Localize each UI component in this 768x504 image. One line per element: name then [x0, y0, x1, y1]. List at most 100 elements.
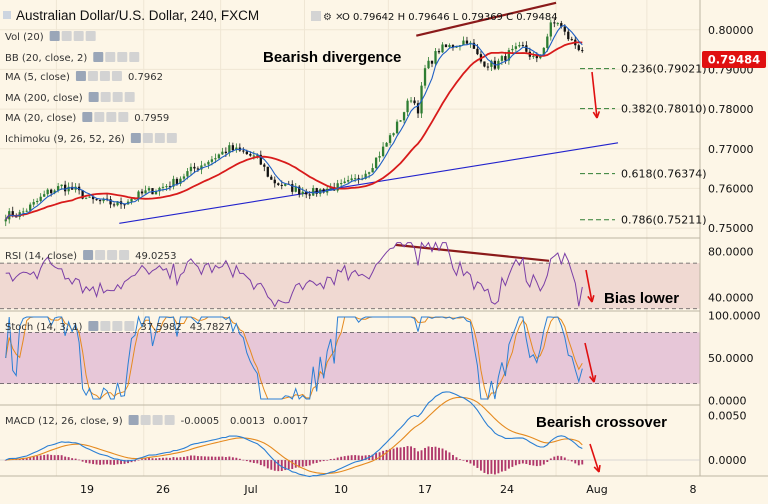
legend-controls-icon[interactable] — [93, 52, 140, 62]
rsi-line — [5, 241, 583, 308]
macd-hist-bar — [539, 460, 542, 466]
legend-controls-icon[interactable] — [88, 92, 135, 102]
legend-row-ma5[interactable]: MA (5, close) 0.7962 — [5, 71, 163, 83]
candle — [378, 151, 381, 162]
macd-hist-bar — [92, 460, 95, 465]
stoch-tick-label: 100.0000 — [708, 309, 761, 322]
macd-hist-bar — [574, 460, 577, 464]
candle-body — [102, 198, 105, 202]
candle-body — [57, 186, 60, 191]
legend-controls-icon[interactable] — [49, 31, 96, 41]
macd-hist-bar — [287, 460, 290, 470]
collapse-icon[interactable] — [3, 11, 11, 19]
macd-hist-bar — [319, 460, 322, 462]
macd-hist-bar — [308, 460, 311, 466]
legend-row-stoch[interactable]: Stoch (14, 3, 1) 37.5982 43.7827 — [5, 321, 231, 333]
price-badge: 0.79484 — [702, 51, 766, 68]
macd-tick-label: 0.0000 — [708, 454, 747, 467]
legend-value: 0.0013 — [230, 416, 265, 427]
candle — [46, 188, 49, 197]
candle-body — [116, 201, 119, 206]
legend-controls-icon[interactable] — [75, 71, 122, 81]
macd-hist-bar — [273, 460, 276, 471]
stoch-k-line — [5, 315, 583, 400]
legend-row-rsi[interactable]: RSI (14, close) 49.0253 — [5, 250, 176, 262]
candle-body — [158, 187, 161, 192]
candle — [406, 98, 409, 117]
candles — [4, 18, 584, 227]
candle — [144, 185, 147, 194]
candle — [277, 182, 280, 186]
legend-row-macd[interactable]: MACD (12, 26, close, 9) -0.0005 0.0013 0.00… — [5, 415, 308, 427]
legend-row-bb[interactable]: BB (20, close, 2) — [5, 52, 140, 64]
legend-row-vol[interactable]: Vol (20) — [5, 31, 96, 43]
macd-hist-bar — [420, 450, 423, 461]
macd-hist-bar — [455, 457, 458, 461]
candle — [67, 182, 70, 195]
legend-controls-icon[interactable] — [83, 250, 130, 260]
candle-body — [388, 135, 392, 143]
macd-hist-bar — [249, 460, 252, 463]
candle-body — [430, 60, 434, 64]
legend-value: 0.7962 — [128, 72, 163, 83]
candle-body — [130, 198, 133, 202]
macd-hist-bar — [298, 460, 301, 468]
candle — [32, 198, 35, 208]
macd-line — [5, 391, 583, 478]
candle — [25, 208, 28, 213]
candle — [392, 132, 395, 137]
candle-body — [336, 183, 339, 191]
candle-body — [483, 61, 486, 67]
macd-hist-bar — [277, 460, 280, 472]
legend-row-ichimoku[interactable]: Ichimoku (9, 26, 52, 26) — [5, 133, 177, 145]
header-controls-icon[interactable]: ⚙ ✕ — [311, 11, 344, 23]
price-divergence-line[interactable] — [416, 1, 557, 37]
candle-body — [347, 180, 350, 182]
macd-hist-bar — [553, 456, 556, 461]
legend-row-ma20[interactable]: MA (20, close) 0.7959 — [5, 112, 169, 124]
macd-hist-bar — [507, 460, 510, 469]
macd-hist-bar — [448, 452, 451, 461]
legend-controls-icon[interactable] — [128, 415, 175, 425]
time-tick-label: Jul — [243, 483, 257, 496]
macd-hist-bar — [32, 456, 35, 461]
fib-level-label: 0.618(0.76374) — [621, 168, 707, 181]
price-tick-label: 0.78000 — [708, 103, 754, 116]
macd-hist-bar — [434, 446, 437, 461]
macd-hist-bar — [46, 454, 49, 461]
support-trendline[interactable] — [119, 142, 619, 224]
candle-body — [186, 171, 189, 177]
macd-hist-bar — [350, 455, 353, 461]
macd-hist-bar — [280, 460, 283, 471]
legend-controls-icon[interactable] — [88, 321, 135, 331]
macd-hist-bar — [99, 460, 102, 465]
candle-body — [511, 48, 514, 51]
legend-controls-icon[interactable] — [130, 133, 177, 143]
candle — [147, 186, 151, 192]
time-tick-label: 8 — [690, 483, 697, 496]
macd-hist-bar — [326, 460, 329, 461]
candle-body — [98, 200, 102, 202]
legend-row-ma200[interactable]: MA (200, close) — [5, 92, 135, 104]
time-tick-label: 17 — [418, 483, 432, 496]
candle-body — [486, 66, 490, 68]
macd-hist-bar — [130, 460, 133, 463]
macd-hist-bar — [403, 447, 406, 461]
candle — [395, 119, 399, 135]
candle-body — [91, 196, 95, 200]
macd-hist-bar — [238, 458, 241, 461]
symbol-title[interactable]: Australian Dollar/U.S. Dollar, 240, FXCM — [16, 8, 259, 23]
candle — [84, 197, 88, 200]
candle — [63, 180, 67, 196]
annotation-bearish-crossover: Bearish crossover — [536, 414, 667, 431]
macd-hist-bar — [165, 457, 168, 461]
time-axis: 19 26 Jul 10 17 24 Aug 8 — [80, 483, 697, 496]
candle-body — [259, 154, 262, 165]
legend-controls-icon[interactable] — [82, 112, 129, 122]
candle — [577, 43, 580, 52]
candle-body — [402, 112, 406, 121]
macd-hist-bar — [354, 455, 357, 461]
macd-hist-bar — [50, 454, 53, 461]
